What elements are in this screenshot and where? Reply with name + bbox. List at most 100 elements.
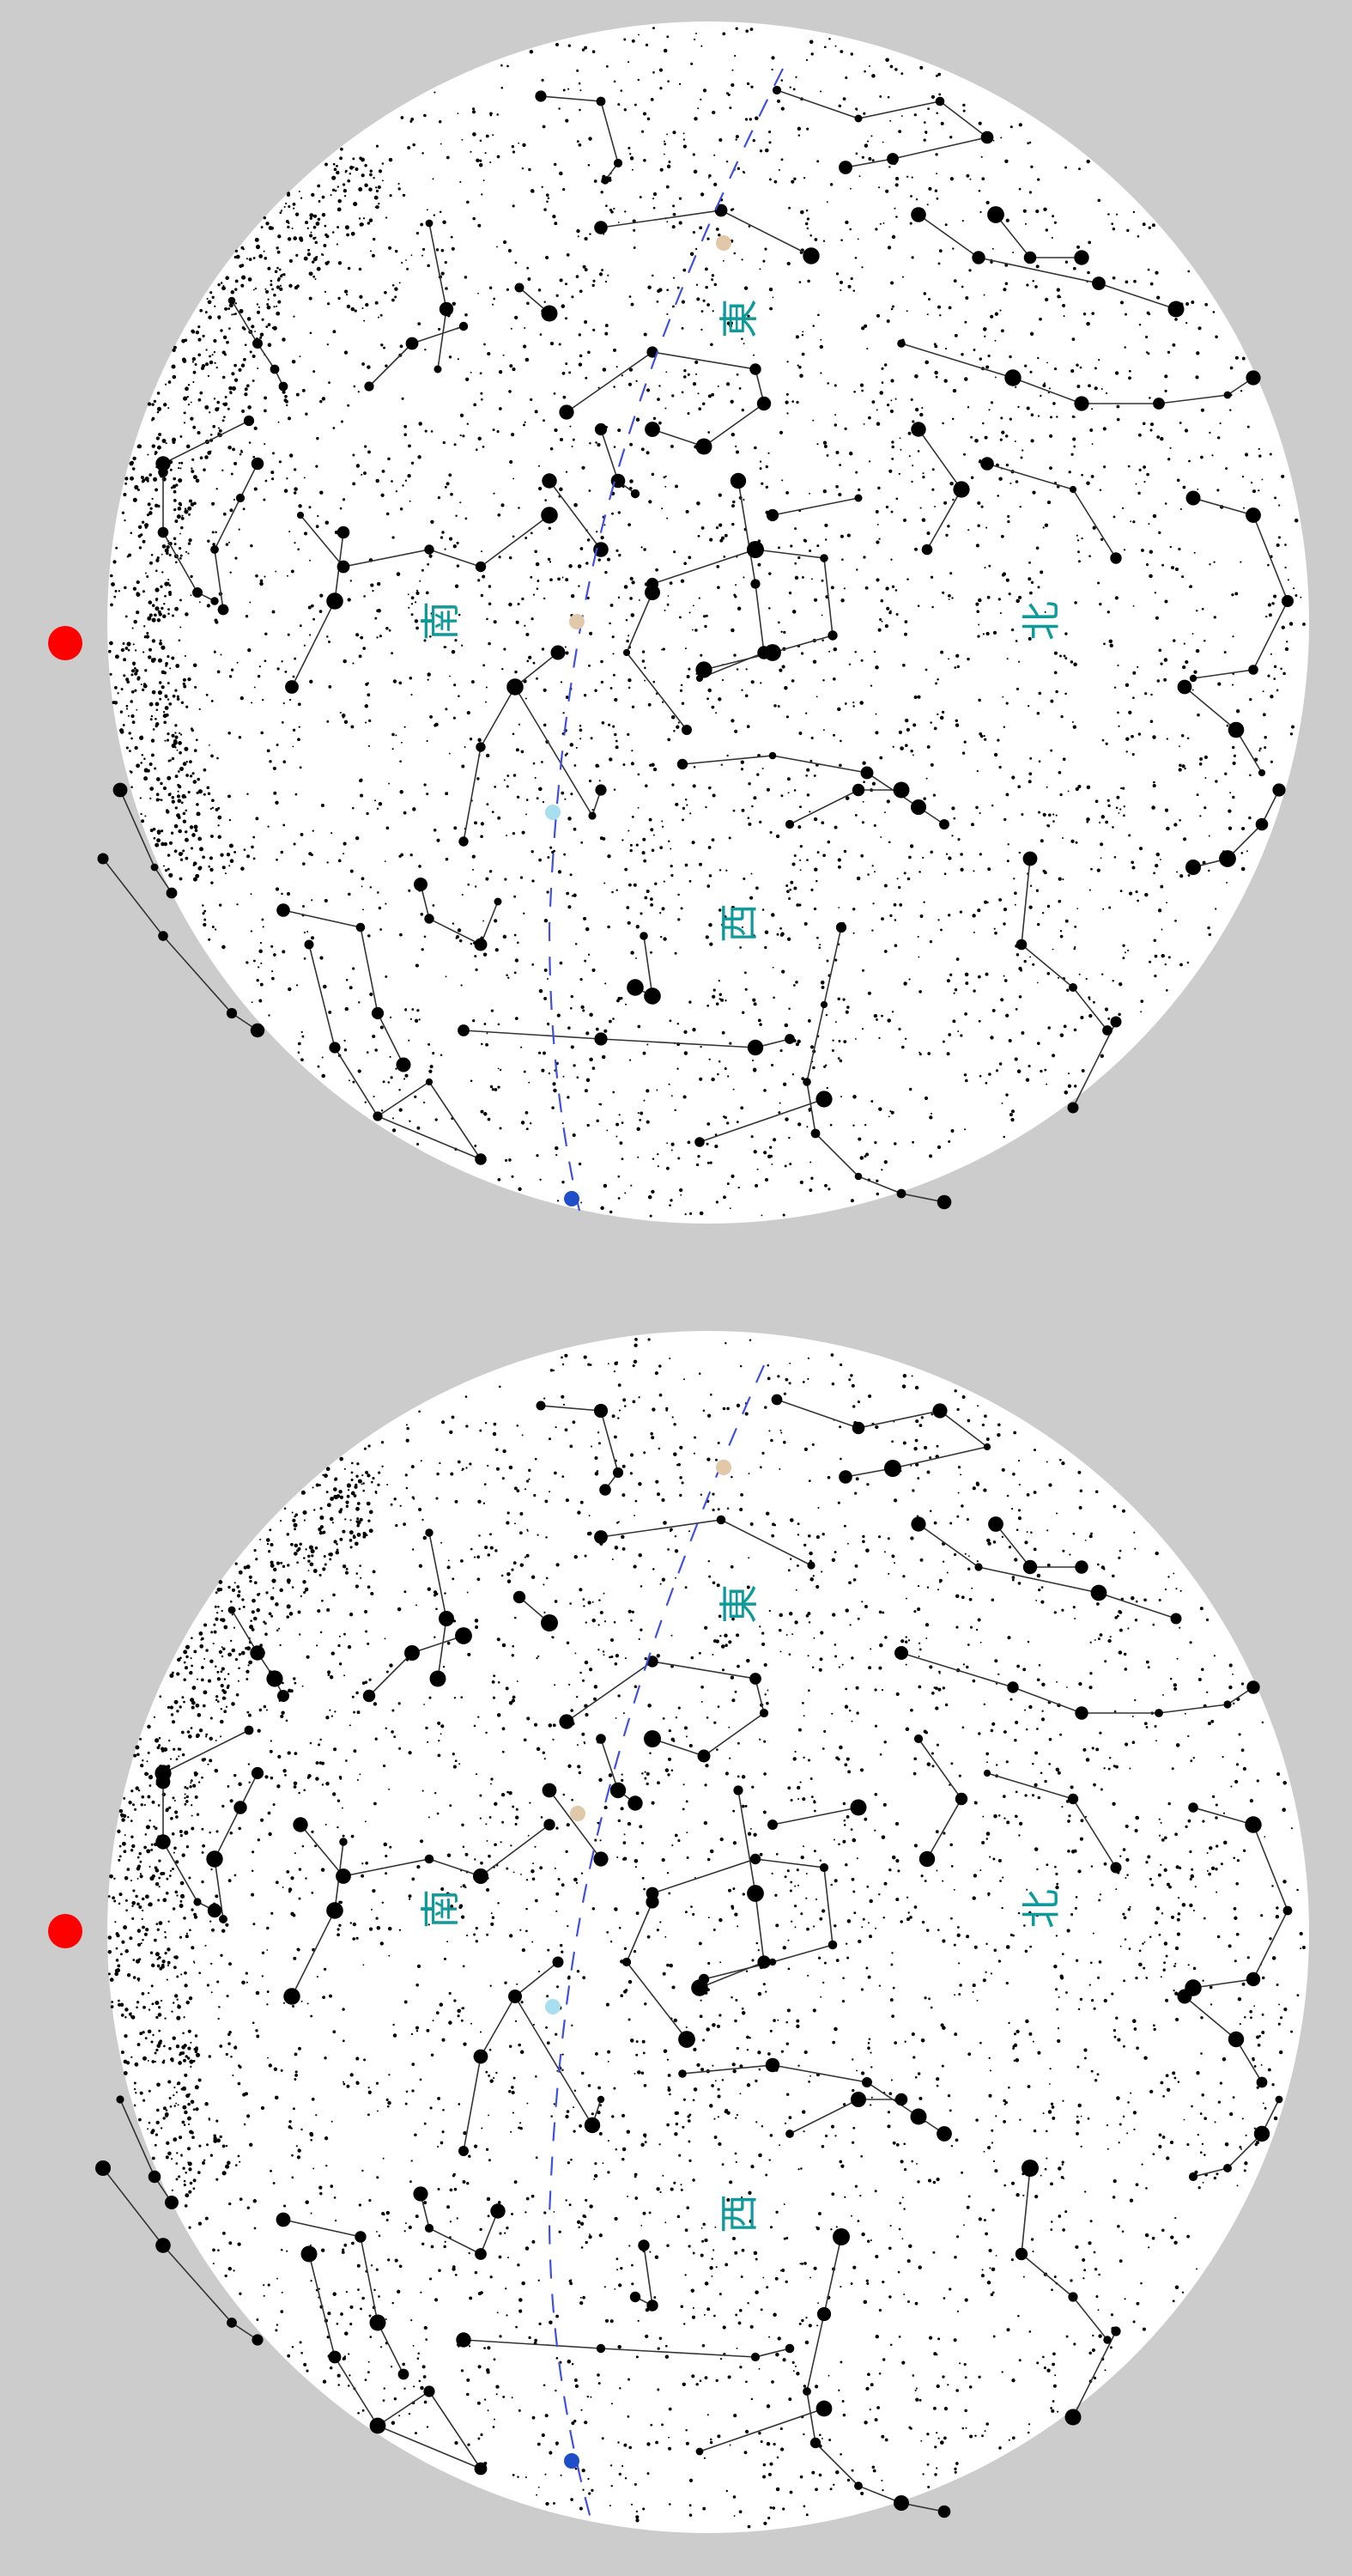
- bright-star[interactable]: [803, 247, 820, 264]
- bright-star[interactable]: [766, 508, 779, 522]
- bright-star[interactable]: [210, 545, 219, 554]
- planet-lightblue[interactable]: [545, 805, 561, 820]
- bright-star[interactable]: [785, 1034, 795, 1044]
- bright-star[interactable]: [405, 337, 419, 350]
- bright-star[interactable]: [542, 473, 557, 489]
- bright-star[interactable]: [329, 1042, 341, 1054]
- bright-star[interactable]: [226, 1007, 238, 1019]
- bright-star[interactable]: [1185, 490, 1201, 506]
- bright-star[interactable]: [980, 131, 994, 144]
- bright-star[interactable]: [1102, 1025, 1113, 1036]
- bright-star[interactable]: [514, 283, 524, 293]
- bright-star[interactable]: [373, 1112, 382, 1121]
- bright-star[interactable]: [227, 296, 236, 305]
- bright-star[interactable]: [893, 781, 910, 799]
- planet-tan-2[interactable]: [569, 614, 585, 629]
- bright-star[interactable]: [768, 751, 777, 760]
- bright-star[interactable]: [980, 457, 994, 471]
- bright-star[interactable]: [112, 782, 128, 798]
- bright-star[interactable]: [764, 644, 781, 661]
- bright-star[interactable]: [1067, 1102, 1079, 1114]
- bright-star[interactable]: [1016, 939, 1028, 951]
- red-location-marker[interactable]: [48, 626, 82, 660]
- bright-star[interactable]: [433, 365, 442, 374]
- bright-star[interactable]: [630, 489, 640, 499]
- bright-star[interactable]: [364, 381, 374, 392]
- bright-star[interactable]: [676, 758, 688, 770]
- bright-star[interactable]: [803, 1078, 811, 1086]
- bright-star[interactable]: [750, 579, 761, 589]
- bright-star[interactable]: [1153, 398, 1165, 410]
- bright-star[interactable]: [613, 158, 623, 168]
- bright-star[interactable]: [839, 161, 852, 174]
- bright-star[interactable]: [854, 114, 863, 123]
- bright-star[interactable]: [458, 1024, 470, 1036]
- bright-star[interactable]: [474, 938, 488, 951]
- bright-star[interactable]: [921, 544, 933, 556]
- bright-star[interactable]: [1185, 860, 1201, 875]
- bright-star[interactable]: [835, 921, 847, 933]
- bright-star[interactable]: [424, 914, 434, 924]
- bright-star[interactable]: [157, 526, 169, 538]
- bright-star[interactable]: [1248, 665, 1258, 675]
- bright-star[interactable]: [1069, 485, 1077, 494]
- bright-star[interactable]: [476, 1155, 485, 1163]
- bright-star[interactable]: [458, 836, 469, 847]
- bright-star[interactable]: [937, 1194, 952, 1210]
- bright-star[interactable]: [217, 604, 229, 616]
- bright-star[interactable]: [1223, 391, 1232, 399]
- planet-tan-1[interactable]: [716, 235, 731, 251]
- bright-star[interactable]: [1022, 851, 1038, 866]
- bright-star[interactable]: [911, 422, 926, 437]
- bright-star[interactable]: [694, 1137, 705, 1147]
- bright-star[interactable]: [243, 415, 255, 427]
- bright-star[interactable]: [1004, 369, 1022, 386]
- sky-chart-top[interactable]: [0, 0, 1352, 1288]
- bright-star[interactable]: [1074, 396, 1089, 411]
- bright-star[interactable]: [852, 783, 865, 797]
- bright-star[interactable]: [97, 853, 109, 865]
- bright-star[interactable]: [828, 630, 838, 641]
- bright-star[interactable]: [601, 176, 609, 185]
- bright-star[interactable]: [559, 404, 574, 420]
- bright-star[interactable]: [296, 511, 305, 519]
- sky-chart-bottom[interactable]: [0, 1288, 1352, 2576]
- bright-star[interactable]: [535, 90, 547, 102]
- bright-star[interactable]: [1074, 250, 1089, 265]
- bright-star[interactable]: [150, 863, 159, 872]
- bright-star[interactable]: [714, 204, 728, 217]
- bright-star[interactable]: [594, 221, 608, 234]
- bright-star[interactable]: [730, 472, 747, 489]
- bright-star[interactable]: [854, 494, 863, 502]
- bright-star[interactable]: [541, 507, 558, 524]
- bright-star[interactable]: [987, 206, 1004, 223]
- bright-star[interactable]: [371, 1006, 385, 1020]
- bright-star[interactable]: [1282, 595, 1294, 607]
- bright-star[interactable]: [285, 680, 299, 694]
- bright-star[interactable]: [595, 784, 607, 796]
- bright-star[interactable]: [646, 346, 658, 358]
- bright-star[interactable]: [1246, 507, 1261, 523]
- bright-star[interactable]: [158, 931, 168, 941]
- bright-star[interactable]: [494, 897, 502, 906]
- bright-star[interactable]: [475, 561, 487, 573]
- bright-star[interactable]: [1258, 769, 1266, 777]
- bright-star[interactable]: [911, 799, 926, 815]
- bright-star[interactable]: [270, 364, 280, 374]
- bright-star[interactable]: [1177, 679, 1192, 695]
- bright-star[interactable]: [588, 811, 597, 820]
- bright-star[interactable]: [645, 585, 660, 600]
- planet-blue[interactable]: [564, 1191, 579, 1206]
- bright-star[interactable]: [1272, 783, 1286, 797]
- bright-star[interactable]: [854, 1172, 863, 1181]
- bright-star[interactable]: [251, 457, 264, 471]
- bright-star[interactable]: [815, 1091, 833, 1108]
- bright-star[interactable]: [627, 979, 644, 996]
- bright-star[interactable]: [622, 648, 631, 657]
- bright-star[interactable]: [550, 645, 566, 660]
- bright-star[interactable]: [594, 422, 608, 436]
- bright-star[interactable]: [594, 1032, 608, 1046]
- bright-star[interactable]: [166, 887, 178, 899]
- bright-star[interactable]: [1228, 721, 1245, 738]
- bright-star[interactable]: [276, 903, 290, 917]
